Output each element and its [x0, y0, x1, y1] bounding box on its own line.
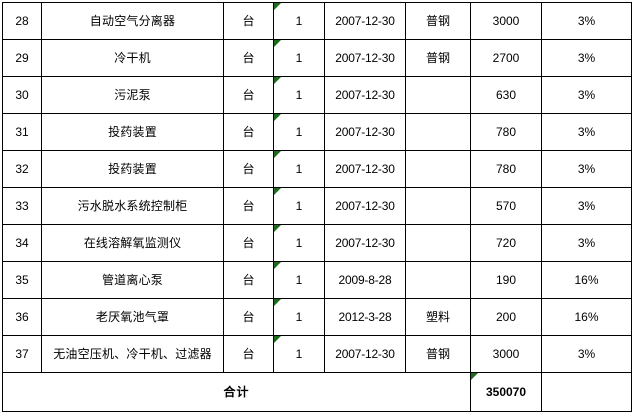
cell-rate[interactable]: 3%: [541, 224, 632, 262]
cell-no[interactable]: 35: [2, 261, 42, 299]
cell-date[interactable]: 2007-12-30: [324, 335, 406, 373]
cell-unit[interactable]: 台: [223, 39, 274, 77]
cell-date[interactable]: 2009-8-28: [324, 261, 406, 299]
cell-date[interactable]: 2007-12-30: [324, 224, 406, 262]
cell-rate-highlighted[interactable]: 16%: [541, 261, 632, 299]
cell-material[interactable]: [405, 150, 471, 188]
cell-no[interactable]: 29: [2, 39, 42, 77]
total-rate-cell[interactable]: [541, 372, 632, 412]
cell-material[interactable]: 普钢: [405, 335, 471, 373]
cell-no[interactable]: 31: [2, 113, 42, 151]
cell-price[interactable]: 200: [470, 298, 542, 336]
cell-quantity[interactable]: 1: [273, 113, 325, 151]
cell-quantity[interactable]: 1: [273, 76, 325, 114]
cell-date[interactable]: 2007-12-30: [324, 39, 406, 77]
cell-rate[interactable]: 3%: [541, 76, 632, 114]
cell-rate-highlighted[interactable]: 16%: [541, 298, 632, 336]
cell-no[interactable]: 34: [2, 224, 42, 262]
cell-name[interactable]: 污泥泵: [41, 76, 224, 114]
cell-date[interactable]: 2012-3-28: [324, 298, 406, 336]
cell-price[interactable]: 3000: [470, 335, 542, 373]
table-row[interactable]: 29 冷干机 台 1 2007-12-30 普钢 2700 3%: [2, 39, 632, 77]
cell-quantity[interactable]: 1: [273, 298, 325, 336]
table-row[interactable]: 33 污水脱水系统控制柜 台 1 2007-12-30 570 3%: [2, 187, 632, 225]
cell-price[interactable]: 630: [470, 76, 542, 114]
cell-unit[interactable]: 台: [223, 76, 274, 114]
cell-material[interactable]: [405, 224, 471, 262]
cell-quantity[interactable]: 1: [273, 39, 325, 77]
cell-quantity[interactable]: 1: [273, 150, 325, 188]
table-row[interactable]: 35 管道离心泵 台 1 2009-8-28 190 16%: [2, 261, 632, 299]
cell-unit[interactable]: 台: [223, 150, 274, 188]
cell-material[interactable]: 普钢: [405, 2, 471, 40]
cell-name[interactable]: 管道离心泵: [41, 261, 224, 299]
cell-material[interactable]: [405, 187, 471, 225]
cell-unit[interactable]: 台: [223, 187, 274, 225]
cell-material[interactable]: [405, 261, 471, 299]
cell-price[interactable]: 3000: [470, 2, 542, 40]
cell-rate[interactable]: 3%: [541, 187, 632, 225]
cell-quantity[interactable]: 1: [273, 187, 325, 225]
cell-no[interactable]: 37: [2, 335, 42, 373]
cell-price[interactable]: 780: [470, 113, 542, 151]
cell-name[interactable]: 在线溶解氧监测仪: [41, 224, 224, 262]
cell-no[interactable]: 30: [2, 76, 42, 114]
cell-name[interactable]: 老厌氧池气罩: [41, 298, 224, 336]
cell-rate[interactable]: 3%: [541, 335, 632, 373]
cell-price[interactable]: 570: [470, 187, 542, 225]
cell-unit[interactable]: 台: [223, 261, 274, 299]
table-row[interactable]: 30 污泥泵 台 1 2007-12-30 630 3%: [2, 76, 632, 114]
cell-name[interactable]: 自动空气分离器: [41, 2, 224, 40]
cell-unit[interactable]: 台: [223, 2, 274, 40]
cell-price[interactable]: 2700: [470, 39, 542, 77]
cell-name[interactable]: 无油空压机、冷干机、过滤器: [41, 335, 224, 373]
cell-no[interactable]: 32: [2, 150, 42, 188]
cell-material[interactable]: [405, 76, 471, 114]
table-row[interactable]: 36 老厌氧池气罩 台 1 2012-3-28 塑料 200 16%: [2, 298, 632, 336]
cell-no[interactable]: 36: [2, 298, 42, 336]
cell-date[interactable]: 2007-12-30: [324, 2, 406, 40]
total-row[interactable]: 合计 350070: [2, 372, 632, 412]
cell-rate[interactable]: 3%: [541, 2, 632, 40]
cell-price[interactable]: 190: [470, 261, 542, 299]
cell-name[interactable]: 冷干机: [41, 39, 224, 77]
cell-date[interactable]: 2007-12-30: [324, 76, 406, 114]
table-row[interactable]: 28 自动空气分离器 台 1 2007-12-30 普钢 3000 3%: [2, 2, 632, 40]
cell-material[interactable]: 普钢: [405, 39, 471, 77]
cell-date[interactable]: 2007-12-30: [324, 187, 406, 225]
table-row[interactable]: 31 投药装置 台 1 2007-12-30 780 3%: [2, 113, 632, 151]
cell-date[interactable]: 2007-12-30: [324, 150, 406, 188]
cell-quantity[interactable]: 1: [273, 335, 325, 373]
cell-material[interactable]: [405, 113, 471, 151]
cell-unit[interactable]: 台: [223, 113, 274, 151]
cell-unit[interactable]: 台: [223, 224, 274, 262]
cell-no[interactable]: 33: [2, 187, 42, 225]
cell-unit[interactable]: 台: [223, 335, 274, 373]
cell-name[interactable]: 投药装置: [41, 113, 224, 151]
cell-name[interactable]: 投药装置: [41, 150, 224, 188]
cell-price[interactable]: 720: [470, 224, 542, 262]
cell-quantity[interactable]: 1: [273, 2, 325, 40]
total-value[interactable]: 350070: [470, 372, 542, 412]
total-label[interactable]: 合计: [2, 372, 471, 412]
cell-name[interactable]: 污水脱水系统控制柜: [41, 187, 224, 225]
cell-quantity[interactable]: 1: [273, 261, 325, 299]
cell-unit[interactable]: 台: [223, 298, 274, 336]
table-row[interactable]: 37 无油空压机、冷干机、过滤器 台 1 2007-12-30 普钢 3000 …: [2, 335, 632, 373]
table-row[interactable]: 34 在线溶解氧监测仪 台 1 2007-12-30 720 3%: [2, 224, 632, 262]
cell-rate[interactable]: 3%: [541, 39, 632, 77]
cell-rate[interactable]: 3%: [541, 150, 632, 188]
cell-material[interactable]: 塑料: [405, 298, 471, 336]
cell-rate[interactable]: 3%: [541, 113, 632, 151]
cell-date[interactable]: 2007-12-30: [324, 113, 406, 151]
cell-quantity[interactable]: 1: [273, 224, 325, 262]
cell-price[interactable]: 780: [470, 150, 542, 188]
cell-no[interactable]: 28: [2, 2, 42, 40]
table-row[interactable]: 32 投药装置 台 1 2007-12-30 780 3%: [2, 150, 632, 188]
